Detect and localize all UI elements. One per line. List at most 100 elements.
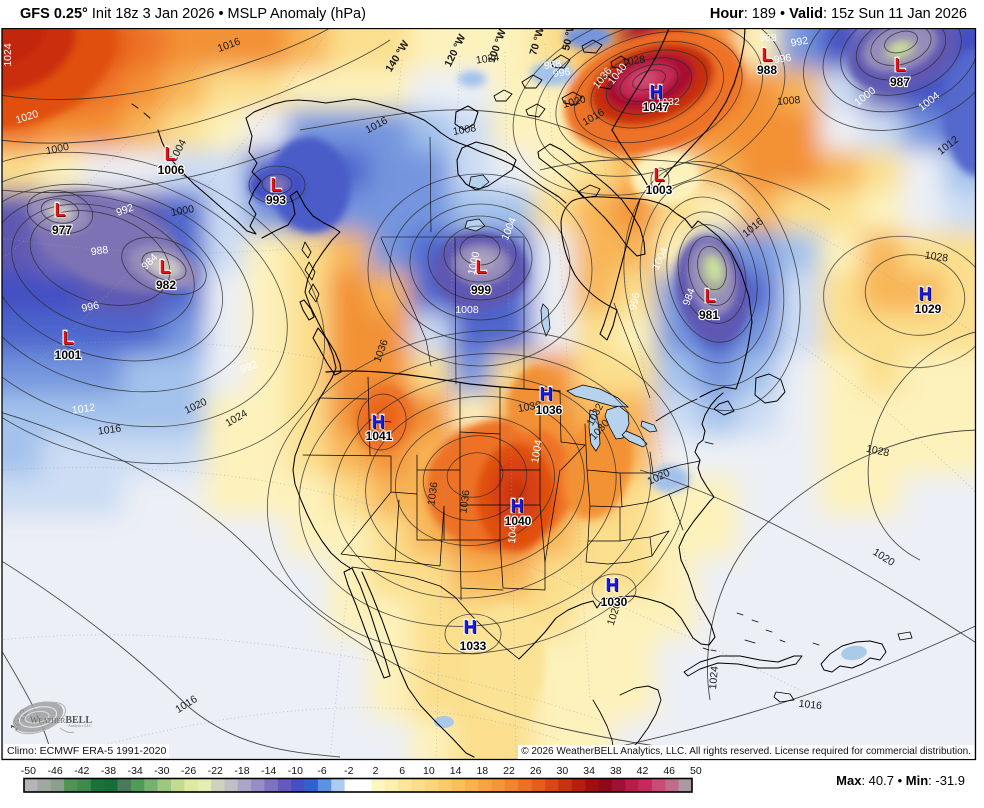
- svg-text:L: L: [55, 200, 66, 220]
- svg-text:-42: -42: [74, 765, 89, 777]
- svg-text:L: L: [476, 257, 487, 277]
- svg-text:982: 982: [156, 278, 176, 292]
- svg-text:-50: -50: [21, 765, 36, 777]
- svg-text:2: 2: [373, 765, 379, 777]
- svg-text:1006: 1006: [158, 163, 185, 177]
- svg-text:1016: 1016: [97, 422, 122, 437]
- svg-text:1000: 1000: [466, 251, 483, 276]
- svg-text:L: L: [55, 200, 66, 220]
- svg-text:H: H: [606, 576, 619, 596]
- svg-text:L: L: [63, 329, 74, 349]
- svg-text:Analytics LLC: Analytics LLC: [68, 723, 92, 728]
- svg-text:50: 50: [690, 765, 702, 777]
- svg-text:L: L: [895, 55, 906, 75]
- svg-text:1041: 1041: [366, 429, 393, 443]
- svg-text:-46: -46: [48, 765, 63, 777]
- svg-text:WEATHERBELL: WEATHERBELL: [30, 715, 92, 726]
- svg-text:1030: 1030: [601, 595, 628, 609]
- svg-text:L: L: [160, 257, 171, 277]
- svg-text:L: L: [705, 286, 716, 306]
- svg-text:988: 988: [757, 63, 777, 77]
- svg-text:L: L: [160, 257, 171, 277]
- svg-text:977: 977: [52, 223, 72, 237]
- svg-text:-2: -2: [344, 765, 353, 777]
- svg-text:1012: 1012: [71, 401, 96, 416]
- svg-text:984: 984: [681, 287, 698, 308]
- svg-text:987: 987: [890, 75, 910, 89]
- svg-text:1001: 1001: [55, 348, 82, 362]
- svg-text:988: 988: [90, 244, 109, 258]
- svg-text:1036: 1036: [517, 399, 542, 415]
- svg-text:1008: 1008: [452, 122, 477, 138]
- svg-text:14: 14: [450, 765, 462, 777]
- svg-text:992: 992: [790, 35, 809, 50]
- svg-text:-38: -38: [101, 765, 116, 777]
- svg-text:H: H: [372, 412, 385, 432]
- svg-text:992: 992: [239, 358, 260, 375]
- svg-text:L: L: [271, 175, 282, 195]
- svg-text:L: L: [476, 257, 487, 277]
- svg-text:1041: 1041: [366, 429, 393, 443]
- svg-text:1001: 1001: [55, 348, 82, 362]
- svg-text:1008: 1008: [777, 94, 801, 108]
- svg-text:1040: 1040: [505, 514, 532, 528]
- svg-text:H: H: [511, 496, 524, 516]
- svg-text:L: L: [895, 56, 906, 76]
- svg-text:H: H: [606, 575, 619, 595]
- svg-text:1029: 1029: [915, 302, 942, 316]
- svg-text:1008: 1008: [455, 304, 479, 316]
- svg-text:H: H: [540, 384, 553, 404]
- svg-text:1033: 1033: [460, 639, 487, 653]
- svg-text:1040: 1040: [505, 514, 532, 528]
- svg-text:L: L: [271, 175, 282, 195]
- svg-text:L: L: [654, 165, 665, 185]
- svg-text:1028: 1028: [865, 443, 890, 460]
- svg-text:L: L: [63, 328, 74, 348]
- svg-text:L: L: [654, 165, 665, 185]
- svg-text:L: L: [762, 45, 773, 65]
- svg-text:H: H: [540, 385, 553, 405]
- svg-text:996: 996: [81, 299, 101, 314]
- svg-text:H: H: [511, 496, 524, 516]
- svg-text:993: 993: [266, 193, 286, 207]
- svg-text:L: L: [705, 286, 716, 306]
- svg-text:L: L: [165, 144, 176, 164]
- svg-text:1028: 1028: [924, 249, 949, 264]
- svg-text:-34: -34: [128, 765, 143, 777]
- svg-text:993: 993: [266, 193, 286, 207]
- svg-text:18: 18: [476, 765, 488, 777]
- svg-text:L: L: [55, 201, 66, 221]
- svg-text:996: 996: [627, 291, 642, 311]
- svg-text:10: 10: [423, 765, 435, 777]
- svg-text:30: 30: [557, 765, 569, 777]
- svg-text:-6: -6: [317, 765, 326, 777]
- svg-text:H: H: [919, 284, 932, 304]
- svg-text:L: L: [160, 258, 171, 278]
- svg-text:1036: 1036: [536, 403, 563, 417]
- svg-text:H: H: [606, 575, 619, 595]
- svg-text:-26: -26: [181, 765, 196, 777]
- svg-text:H: H: [511, 497, 524, 517]
- svg-text:H: H: [650, 82, 663, 102]
- svg-text:1030: 1030: [601, 595, 628, 609]
- svg-text:-14: -14: [261, 765, 276, 777]
- svg-text:1047: 1047: [643, 100, 670, 114]
- svg-text:1036: 1036: [425, 481, 440, 506]
- svg-text:1003: 1003: [646, 183, 673, 197]
- svg-text:L: L: [63, 328, 74, 348]
- svg-text:988: 988: [759, 32, 777, 44]
- svg-text:996: 996: [773, 52, 792, 66]
- svg-text:988: 988: [757, 63, 777, 77]
- svg-text:H: H: [464, 617, 477, 637]
- svg-text:L: L: [271, 176, 282, 196]
- svg-text:-30: -30: [154, 765, 169, 777]
- svg-text:46: 46: [663, 765, 675, 777]
- svg-text:22: 22: [503, 765, 515, 777]
- svg-text:H: H: [919, 284, 932, 304]
- svg-text:42: 42: [637, 765, 649, 777]
- svg-text:977: 977: [52, 223, 72, 237]
- svg-text:L: L: [165, 144, 176, 164]
- svg-text:992: 992: [115, 201, 136, 218]
- svg-text:38: 38: [610, 765, 622, 777]
- svg-text:34: 34: [583, 765, 595, 777]
